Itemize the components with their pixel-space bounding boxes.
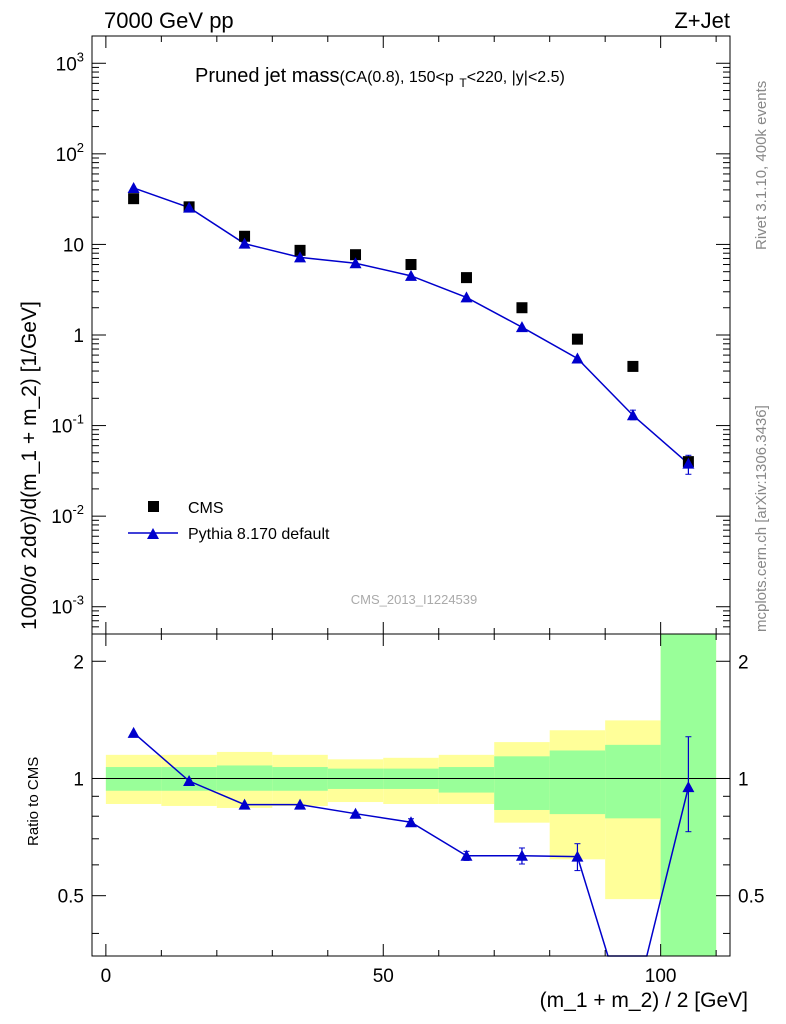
ratio-plot-area <box>92 634 730 956</box>
ratio-pythia-point <box>127 726 140 738</box>
ratio-xtick-label: 100 <box>645 966 677 987</box>
ratio-pythia-point <box>460 849 473 861</box>
ratio-pythia-point <box>183 775 196 787</box>
pythia-point <box>682 457 695 469</box>
ratio-ytick-label: 0.5 <box>58 887 84 908</box>
ratio-xtick-label: 50 <box>373 966 394 987</box>
ratio-ylabel: Ratio to CMS <box>25 757 42 846</box>
rivet-label: Rivet 3.1.10, 400k events <box>753 81 770 250</box>
pythia-point <box>183 201 196 213</box>
ratio-frame <box>91 633 731 957</box>
main-ytick-label: 10-3 <box>51 593 84 619</box>
ratio-axis-ticks: 0 50 100 0.5 0.5 1 1 2 2 <box>58 634 764 987</box>
cms-point <box>571 333 583 345</box>
pythia-point <box>294 251 307 263</box>
ratio-xtick-label: 0 <box>101 966 112 987</box>
main-ytick-label: 1 <box>73 326 84 347</box>
cms-point <box>128 193 140 205</box>
pythia-point <box>460 291 473 303</box>
header-left: 7000 GeV pp <box>104 8 234 33</box>
ratio-ytick-label-right: 0.5 <box>738 887 764 908</box>
main-title: Pruned jet mass(CA(0.8), 150<p T<220, |y… <box>195 65 565 90</box>
main-title-subtitle: (CA(0.8), 150<p <box>340 69 454 86</box>
legend-marker-cms <box>148 501 159 512</box>
ratio-band-inner <box>494 756 550 810</box>
pythia-point <box>515 321 528 333</box>
main-frame <box>91 35 731 635</box>
cms-point <box>294 244 306 256</box>
x-axis-label: (m_1 + m_2) / 2 [GeV] <box>540 989 748 1012</box>
pythia-point <box>127 181 140 193</box>
ratio-band-inner <box>605 744 661 819</box>
pythia-point <box>626 409 639 421</box>
ratio-pythia-point <box>294 798 307 810</box>
ratio-ytick-label: 1 <box>73 769 84 790</box>
cms-point <box>627 360 639 372</box>
ratio-ytick-label: 2 <box>73 652 84 673</box>
subtitle-tail: <220, |y|<2.5) <box>467 69 565 86</box>
ratio-band-inner <box>549 750 606 815</box>
legend-marker-pythia <box>147 528 159 539</box>
cms-point <box>460 272 472 284</box>
ratio-pythia-point <box>349 807 362 819</box>
legend-label-cms: CMS <box>188 500 224 517</box>
main-title-text: Pruned jet mass <box>195 65 340 87</box>
main-ylabel: 1000/σ 2dσ)/d(m_1 + m_2) [1/GeV] <box>18 301 41 630</box>
cms-point <box>405 259 417 271</box>
pythia-point <box>238 237 251 249</box>
ratio-pythia-point <box>405 816 417 828</box>
main-data-layer <box>127 181 695 475</box>
cms-point <box>239 230 251 242</box>
cms-point <box>516 302 528 314</box>
ratio-ytick-label-right: 2 <box>738 652 749 673</box>
header-right: Z+Jet <box>674 8 730 33</box>
main-ytick-label: 10-2 <box>51 502 84 528</box>
pythia-line <box>133 187 689 465</box>
legend-label-pythia: Pythia 8.170 default <box>188 526 330 543</box>
ratio-band-inner <box>438 767 495 793</box>
main-axis-ticks: 10-3 10-2 10-1 1 10 102 103 <box>51 35 730 635</box>
main-ytick-label: 102 <box>56 140 84 166</box>
main-ytick-label: 10-1 <box>51 412 84 438</box>
main-ytick-label: 103 <box>56 49 84 75</box>
ratio-pythia-point <box>238 798 251 810</box>
subtitle-subscript: T <box>459 76 467 90</box>
legend: CMS Pythia 8.170 default <box>128 500 330 543</box>
main-ytick-label: 10 <box>63 235 84 256</box>
cms-point <box>350 249 362 261</box>
pythia-point <box>349 257 362 269</box>
ratio-pythia-point <box>682 781 695 793</box>
analysis-watermark: CMS_2013_I1224539 <box>351 592 478 607</box>
pythia-point <box>405 269 417 281</box>
ratio-pythia-point <box>571 850 584 862</box>
pythia-point <box>571 352 584 364</box>
ratio-ytick-label-right: 1 <box>738 769 749 790</box>
mcplots-label: mcplots.cern.ch [arXiv:1306.3436] <box>753 405 770 632</box>
ratio-pythia-point <box>515 849 528 861</box>
